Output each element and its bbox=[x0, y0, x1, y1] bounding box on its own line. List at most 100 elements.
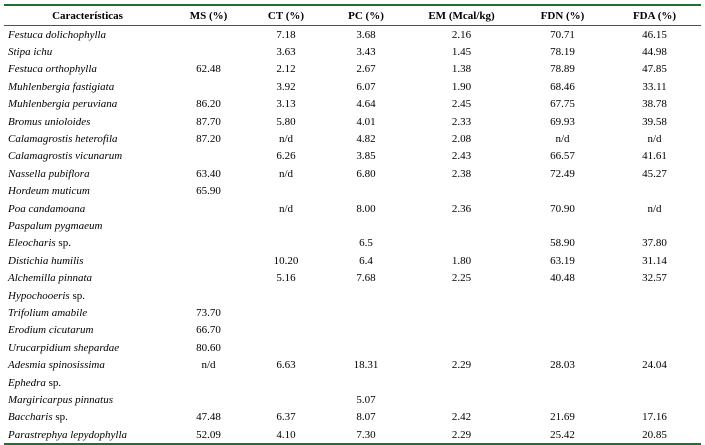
value-cell-em: 2.29 bbox=[451, 359, 472, 372]
value-cell-ms bbox=[171, 235, 246, 252]
value-cell-fda: n/d bbox=[647, 133, 662, 146]
table-row: Adesmia spinosissima n/d 6.63 18.31 2.29 28.0… bbox=[4, 356, 701, 373]
value-cell-em: 1.90 bbox=[451, 80, 472, 93]
value-cell-em: 2.38 bbox=[451, 167, 472, 180]
species-suffix: sp. bbox=[52, 411, 68, 424]
species-name: Calamagrostis heterofila bbox=[8, 133, 118, 146]
value-cell-fda: 17.16 bbox=[642, 411, 667, 424]
value-cell-fdn bbox=[517, 391, 608, 408]
value-cell-fdn bbox=[517, 217, 608, 234]
value-cell-ct: 7.18 bbox=[276, 28, 296, 41]
value-cell-fdn: 68.46 bbox=[550, 80, 575, 93]
value-cell-fdn: 78.19 bbox=[550, 46, 575, 59]
value-cell-ct: 2.12 bbox=[276, 63, 296, 76]
value-cell-em bbox=[406, 304, 517, 321]
value-cell-fdn: 70.90 bbox=[550, 202, 575, 215]
value-cell-fda: n/d bbox=[647, 202, 662, 215]
value-cell-em: 2.29 bbox=[451, 428, 472, 441]
value-cell-fda bbox=[608, 217, 701, 234]
species-name-cell: Alchemilla pinnata bbox=[4, 269, 171, 286]
value-cell-ct: n/d bbox=[278, 202, 294, 215]
species-name: Festuca dolichophylla bbox=[8, 28, 107, 41]
table-row: Festuca dolichophylla 7.18 3.68 2.16 70.71 46… bbox=[4, 26, 701, 43]
table-row: Hordeum muticum 65.90 bbox=[4, 183, 701, 200]
value-cell-ms bbox=[171, 200, 246, 217]
header-pc: PC (%) bbox=[348, 9, 384, 22]
species-name-cell: Nassella pubiflora bbox=[4, 165, 171, 182]
value-cell-fdn: 63.19 bbox=[550, 254, 575, 267]
header-fdn: FDN (%) bbox=[540, 9, 585, 22]
table-row: Muhlenbergia fastigiata 3.92 6.07 1.90 68.46… bbox=[4, 78, 701, 95]
value-cell-ms: 87.70 bbox=[196, 115, 221, 128]
value-cell-em: 2.08 bbox=[451, 133, 472, 146]
value-cell-pc: 7.30 bbox=[356, 428, 376, 441]
table-row: Trifolium amabile 73.70 bbox=[4, 304, 701, 321]
species-name: Parastrephya lepydophylla bbox=[8, 428, 128, 441]
species-name-cell: Erodium cicutarum bbox=[4, 322, 171, 339]
species-name-cell: Poa candamoana bbox=[4, 200, 171, 217]
value-cell-ms: 66.70 bbox=[196, 324, 221, 337]
species-name: Bromus unioloides bbox=[8, 115, 91, 128]
value-cell-em: 2.45 bbox=[451, 98, 472, 111]
value-cell-ct bbox=[246, 374, 326, 391]
value-cell-pc bbox=[326, 217, 406, 234]
value-cell-ct bbox=[246, 391, 326, 408]
value-cell-ct: n/d bbox=[278, 167, 294, 180]
species-name-cell: Muhlenbergia fastigiata bbox=[4, 78, 171, 95]
value-cell-pc bbox=[326, 374, 406, 391]
value-cell-pc: 4.01 bbox=[356, 115, 376, 128]
species-name: Distichia humilis bbox=[8, 254, 84, 267]
value-cell-ms: 65.90 bbox=[196, 185, 221, 198]
species-name: Ephedra bbox=[8, 376, 46, 389]
value-cell-ms: 52.09 bbox=[196, 428, 221, 441]
value-cell-fda: 20.85 bbox=[642, 428, 667, 441]
value-cell-ms bbox=[171, 217, 246, 234]
species-name-cell: Trifolium amabile bbox=[4, 304, 171, 321]
species-name-cell: Adesmia spinosissima bbox=[4, 356, 171, 373]
species-name: Nassella pubiflora bbox=[8, 167, 90, 180]
value-cell-ct: 5.16 bbox=[276, 272, 296, 285]
value-cell-em: 1.80 bbox=[451, 254, 472, 267]
value-cell-fda: 41.61 bbox=[642, 150, 667, 163]
value-cell-ct: 3.13 bbox=[276, 98, 296, 111]
value-cell-em: 2.25 bbox=[451, 272, 472, 285]
species-name: Margiricarpus pinnatus bbox=[8, 393, 114, 406]
value-cell-pc: 6.80 bbox=[356, 167, 376, 180]
table-row: Festuca orthophylla 62.48 2.12 2.67 1.38 78.8… bbox=[4, 61, 701, 78]
value-cell-pc bbox=[326, 339, 406, 356]
value-cell-pc: 5.07 bbox=[356, 393, 376, 406]
value-cell-ct bbox=[246, 183, 326, 200]
value-cell-pc: 6.07 bbox=[356, 80, 376, 93]
value-cell-ct: 6.37 bbox=[276, 411, 296, 424]
value-cell-em: 2.42 bbox=[451, 411, 472, 424]
value-cell-fda: 33.11 bbox=[642, 80, 667, 93]
species-name: Erodium cicutarum bbox=[8, 324, 94, 337]
species-name: Paspalum pygmaeum bbox=[8, 219, 103, 232]
value-cell-pc bbox=[326, 183, 406, 200]
value-cell-pc: 4.82 bbox=[356, 133, 376, 146]
species-name: Baccharis bbox=[8, 411, 53, 424]
value-cell-ct bbox=[246, 217, 326, 234]
species-name-cell: Baccharis sp. bbox=[4, 409, 171, 426]
header-caracteristicas: Características bbox=[52, 9, 123, 22]
value-cell-pc: 6.5 bbox=[359, 237, 373, 250]
species-name: Alchemilla pinnata bbox=[8, 272, 93, 285]
value-cell-fda: 46.15 bbox=[642, 28, 667, 41]
value-cell-ct: 5.80 bbox=[276, 115, 296, 128]
value-cell-fda bbox=[608, 391, 701, 408]
value-cell-fdn: 72.49 bbox=[550, 167, 575, 180]
table-row: Alchemilla pinnata 5.16 7.68 2.25 40.48 32.57 bbox=[4, 269, 701, 286]
value-cell-ct: 6.26 bbox=[276, 150, 296, 163]
value-cell-ms: 63.40 bbox=[196, 167, 221, 180]
forage-composition-body: Festuca dolichophylla 7.18 3.68 2.16 70.71 46… bbox=[4, 26, 701, 443]
value-cell-ms: 87.20 bbox=[196, 133, 221, 146]
value-cell-fda bbox=[608, 287, 701, 304]
value-cell-fdn bbox=[517, 304, 608, 321]
value-cell-em: 2.36 bbox=[451, 202, 472, 215]
value-cell-fda: 37.80 bbox=[642, 237, 667, 250]
value-cell-ms: n/d bbox=[201, 359, 216, 372]
species-suffix: sp. bbox=[45, 376, 62, 389]
nutrition-table-container: Características MS (%) CT (%) PC (%) EM … bbox=[4, 4, 701, 445]
value-cell-fdn: 28.03 bbox=[550, 359, 575, 372]
value-cell-fda: 31.14 bbox=[642, 254, 667, 267]
